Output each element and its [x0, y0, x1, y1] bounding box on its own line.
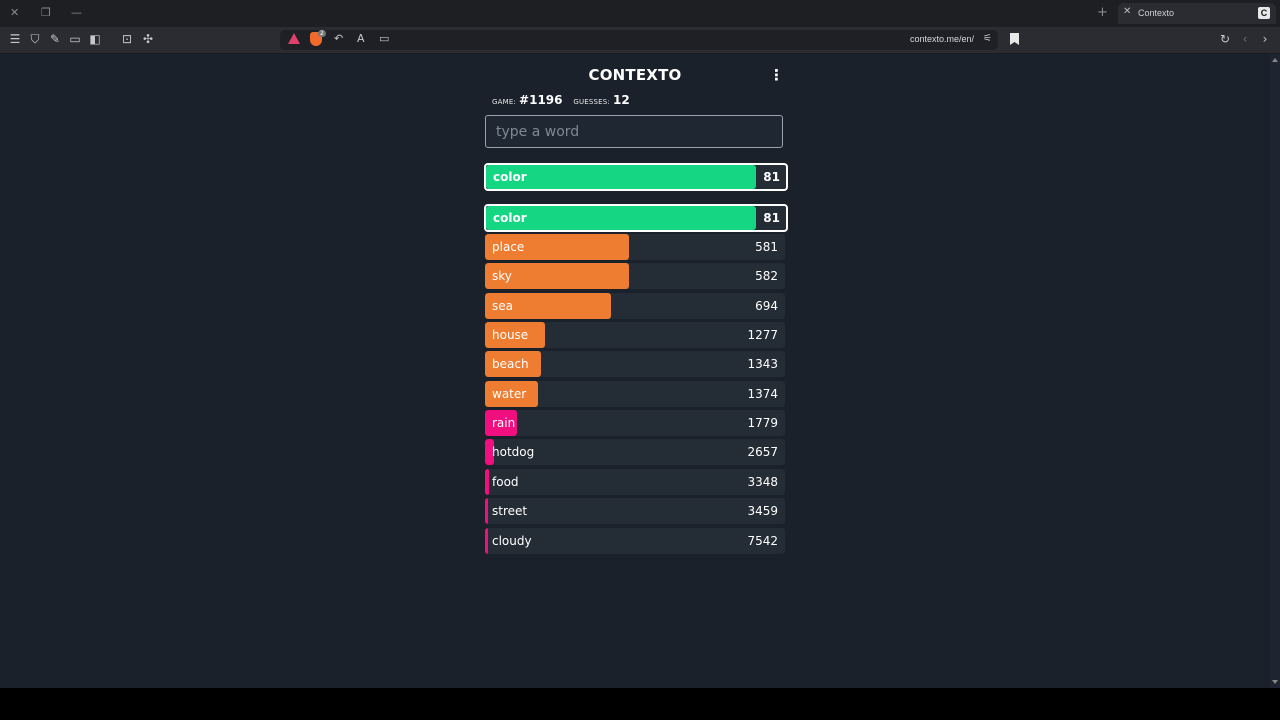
- minimize-window-icon[interactable]: —: [71, 6, 82, 19]
- guess-distance: 1343: [747, 357, 778, 372]
- guess-row: sky 582: [485, 263, 785, 290]
- guess-distance: 694: [755, 298, 778, 313]
- guesses-label: GUESSES:: [573, 98, 611, 106]
- guesses-count: 12: [613, 93, 630, 107]
- guess-bar: [485, 380, 539, 407]
- guess-distance: 1277: [747, 328, 778, 343]
- guess-row: color 81: [484, 204, 788, 232]
- guess-bar: [486, 206, 756, 230]
- close-window-icon[interactable]: ✕: [10, 6, 20, 19]
- guess-word: water: [492, 386, 527, 401]
- guess-bar: [485, 322, 545, 349]
- extensions-icon[interactable]: ✣: [142, 32, 154, 46]
- favicon-icon: C: [1258, 7, 1270, 19]
- guess-word: color: [493, 211, 527, 225]
- forward-icon[interactable]: ›: [1262, 32, 1268, 46]
- guess-distance: 7542: [747, 533, 778, 548]
- guess-word: cloudy: [492, 533, 532, 548]
- guess-word: food: [492, 474, 519, 489]
- page-scrollbar[interactable]: [1270, 54, 1280, 688]
- guess-word: house: [492, 328, 529, 343]
- guess-word: sea: [492, 298, 513, 313]
- guess-row: food 3348: [485, 468, 785, 495]
- guess-bar: [485, 498, 488, 525]
- word-input[interactable]: [485, 115, 783, 148]
- url-text[interactable]: contexto.me/en/: [909, 34, 974, 44]
- guess-distance: 1779: [747, 416, 778, 431]
- address-bar[interactable]: 2 ↶ A ▭ contexto.me/en/ ⚟: [280, 30, 998, 50]
- guess-word: beach: [492, 357, 529, 372]
- reader-mode-icon[interactable]: ▭: [379, 32, 390, 45]
- sidebar-icon[interactable]: ◧: [89, 32, 101, 46]
- guess-bar: [485, 263, 629, 290]
- guess-distance: 3348: [747, 474, 778, 489]
- game-stats: GAME: #1196 GUESSES: 12: [492, 93, 637, 107]
- guess-bar: [485, 234, 629, 260]
- guess-bar: [485, 351, 541, 378]
- restore-window-icon[interactable]: ❐: [41, 6, 51, 19]
- game-label: GAME:: [492, 98, 517, 106]
- tab-contexto[interactable]: ✕ Contexto C: [1118, 3, 1276, 24]
- guess-bar: [485, 527, 488, 554]
- guess-bar: [485, 468, 489, 495]
- scroll-up-icon[interactable]: [1272, 58, 1278, 62]
- guess-row: place 581: [485, 234, 785, 260]
- shield-count-badge: 2: [318, 30, 326, 37]
- browser-toolbar: ☰ ⛉ ✎ ▭ ◧ ⊡ ✣ 2 ↶ A ▭ contexto.me/en/ ⚟ …: [0, 27, 1280, 54]
- last-guess-word: color: [493, 170, 527, 184]
- last-guess-distance: 81: [763, 170, 780, 184]
- guess-row: cloudy 7542: [485, 527, 785, 554]
- more-options-icon[interactable]: ⋮: [769, 66, 784, 84]
- page-title: CONTEXTO: [588, 66, 682, 84]
- guess-word: street: [492, 504, 528, 519]
- brave-rewards-icon[interactable]: [288, 33, 300, 44]
- guess-distance: 582: [755, 269, 778, 284]
- reload-icon[interactable]: ↻: [1219, 32, 1231, 46]
- guess-row: rain 1779: [485, 410, 785, 437]
- guess-distance: 581: [755, 240, 778, 254]
- game-number: #1196: [519, 93, 563, 107]
- tab-search-icon[interactable]: ⊡: [121, 32, 133, 46]
- page-viewport: CONTEXTO ⋮ GAME:#1196 GUESSES:12 color 8…: [0, 54, 1270, 688]
- guess-bar: [485, 439, 494, 466]
- translate-icon[interactable]: A: [357, 32, 365, 45]
- guess-row: water 1374: [485, 380, 785, 407]
- guess-row: street 3459: [485, 498, 785, 525]
- guess-bar: [485, 292, 611, 319]
- guess-word: place: [492, 240, 525, 254]
- guess-distance: 3459: [747, 504, 778, 519]
- guess-row: hotdog 2657: [485, 439, 785, 466]
- undo-icon[interactable]: ↶: [334, 32, 344, 45]
- wallet-icon[interactable]: ▭: [69, 32, 81, 46]
- screen-bottom: [0, 688, 1280, 720]
- pen-icon[interactable]: ✎: [49, 32, 61, 46]
- tab-bar: ✕ ❐ — + ✕ Contexto C: [0, 0, 1280, 27]
- guess-word: hotdog: [492, 445, 535, 460]
- last-guess-row: color 81: [484, 163, 788, 191]
- guess-word: sky: [492, 269, 512, 284]
- guess-row: house 1277: [485, 322, 785, 349]
- shield-outline-icon[interactable]: ⛉: [30, 32, 40, 46]
- guess-row: beach 1343: [485, 351, 785, 378]
- last-guess-bar: [486, 165, 756, 189]
- tab-title: Contexto: [1138, 8, 1175, 18]
- guess-bar: [485, 410, 518, 437]
- guess-distance: 2657: [747, 445, 778, 460]
- bookmark-icon[interactable]: [1010, 33, 1019, 45]
- back-icon[interactable]: ‹: [1242, 32, 1248, 46]
- hamburger-menu-icon[interactable]: ☰: [9, 32, 21, 46]
- guess-distance: 81: [763, 211, 780, 225]
- tab-close-icon[interactable]: ✕: [1123, 6, 1132, 17]
- site-settings-icon[interactable]: ⚟: [983, 33, 992, 44]
- guess-row: sea 694: [485, 292, 785, 319]
- guess-word: rain: [492, 416, 516, 431]
- guess-distance: 1374: [747, 386, 778, 401]
- scroll-down-icon[interactable]: [1272, 680, 1278, 684]
- new-tab-icon[interactable]: +: [1097, 5, 1108, 20]
